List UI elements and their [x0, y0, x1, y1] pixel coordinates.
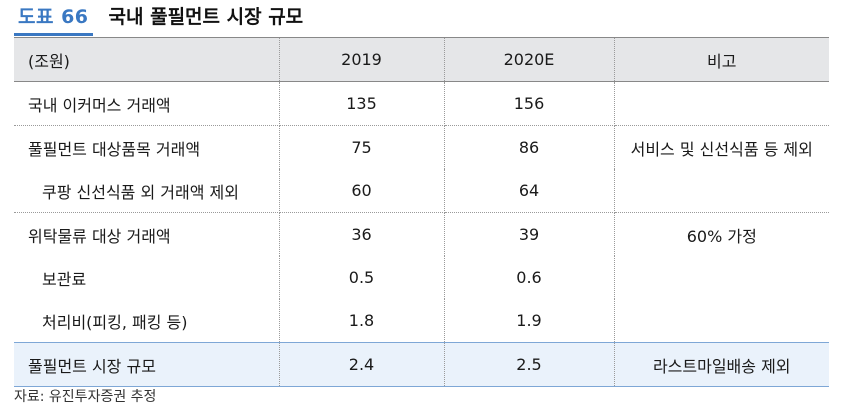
- cell-2020e: 1.9: [444, 299, 615, 343]
- cell-note: 60% 가정: [686, 226, 757, 246]
- table-row: 처리비(피킹, 패킹 등) 1.8 1.9: [14, 299, 829, 343]
- cell-2019: 135: [279, 81, 445, 126]
- cell-note: [614, 81, 829, 126]
- row-label: 풀필먼트 대상품목 거래액: [14, 125, 280, 169]
- header-2019: 2019: [279, 37, 445, 82]
- table-row: 보관료 0.5 0.6: [14, 256, 829, 299]
- table-row-total: 풀필먼트 시장 규모 2.4 2.5 라스트마일배송 제외: [14, 342, 829, 387]
- cell-note: 라스트마일배송 제외: [652, 356, 791, 376]
- table-row: 국내 이커머스 거래액 135 156: [14, 81, 829, 126]
- row-label: 국내 이커머스 거래액: [14, 81, 280, 126]
- header-unit: (조원): [14, 37, 280, 82]
- cell-2019: 0.5: [279, 256, 445, 299]
- cell-2019: 36: [279, 212, 445, 256]
- row-label: 보관료: [14, 256, 280, 299]
- source-note: 자료: 유진투자증권 추정: [14, 389, 157, 405]
- header-note: 비고: [707, 51, 737, 71]
- cell-note: [614, 299, 829, 343]
- row-label: 풀필먼트 시장 규모: [14, 342, 280, 387]
- table-header-row: (조원) 2019 2020E 비고: [14, 37, 829, 82]
- cell-2020e: 156: [444, 81, 615, 126]
- cell-note: [614, 256, 829, 299]
- cell-2019: 60: [279, 169, 445, 213]
- figure-label: 도표 66: [14, 2, 93, 36]
- cell-2020e: 86: [444, 125, 615, 169]
- cell-2020e: 64: [444, 169, 615, 213]
- figure-title-bar: 도표 66 국내 풀필먼트 시장 규모: [14, 2, 303, 36]
- cell-2019: 1.8: [279, 299, 445, 343]
- row-label: 위탁물류 대상 거래액: [14, 212, 280, 256]
- cell-2019: 75: [279, 125, 445, 169]
- market-size-table: (조원) 2019 2020E 비고 국내 이커머스 거래액 135 156 풀…: [14, 37, 829, 387]
- row-label: 처리비(피킹, 패킹 등): [14, 299, 280, 343]
- header-2020e: 2020E: [444, 37, 615, 82]
- cell-2019: 2.4: [279, 342, 445, 387]
- cell-note: [614, 169, 829, 213]
- cell-2020e: 2.5: [444, 342, 615, 387]
- row-label: 쿠팡 신선식품 외 거래액 제외: [14, 169, 280, 213]
- table-row: 위탁물류 대상 거래액 36 39 60% 가정: [14, 212, 829, 256]
- cell-2020e: 0.6: [444, 256, 615, 299]
- cell-note: 서비스 및 신선식품 등 제외: [630, 139, 813, 159]
- figure-title: 국내 풀필먼트 시장 규모: [108, 6, 304, 28]
- cell-2020e: 39: [444, 212, 615, 256]
- table-row: 쿠팡 신선식품 외 거래액 제외 60 64: [14, 169, 829, 213]
- table-row: 풀필먼트 대상품목 거래액 75 86 서비스 및 신선식품 등 제외: [14, 125, 829, 169]
